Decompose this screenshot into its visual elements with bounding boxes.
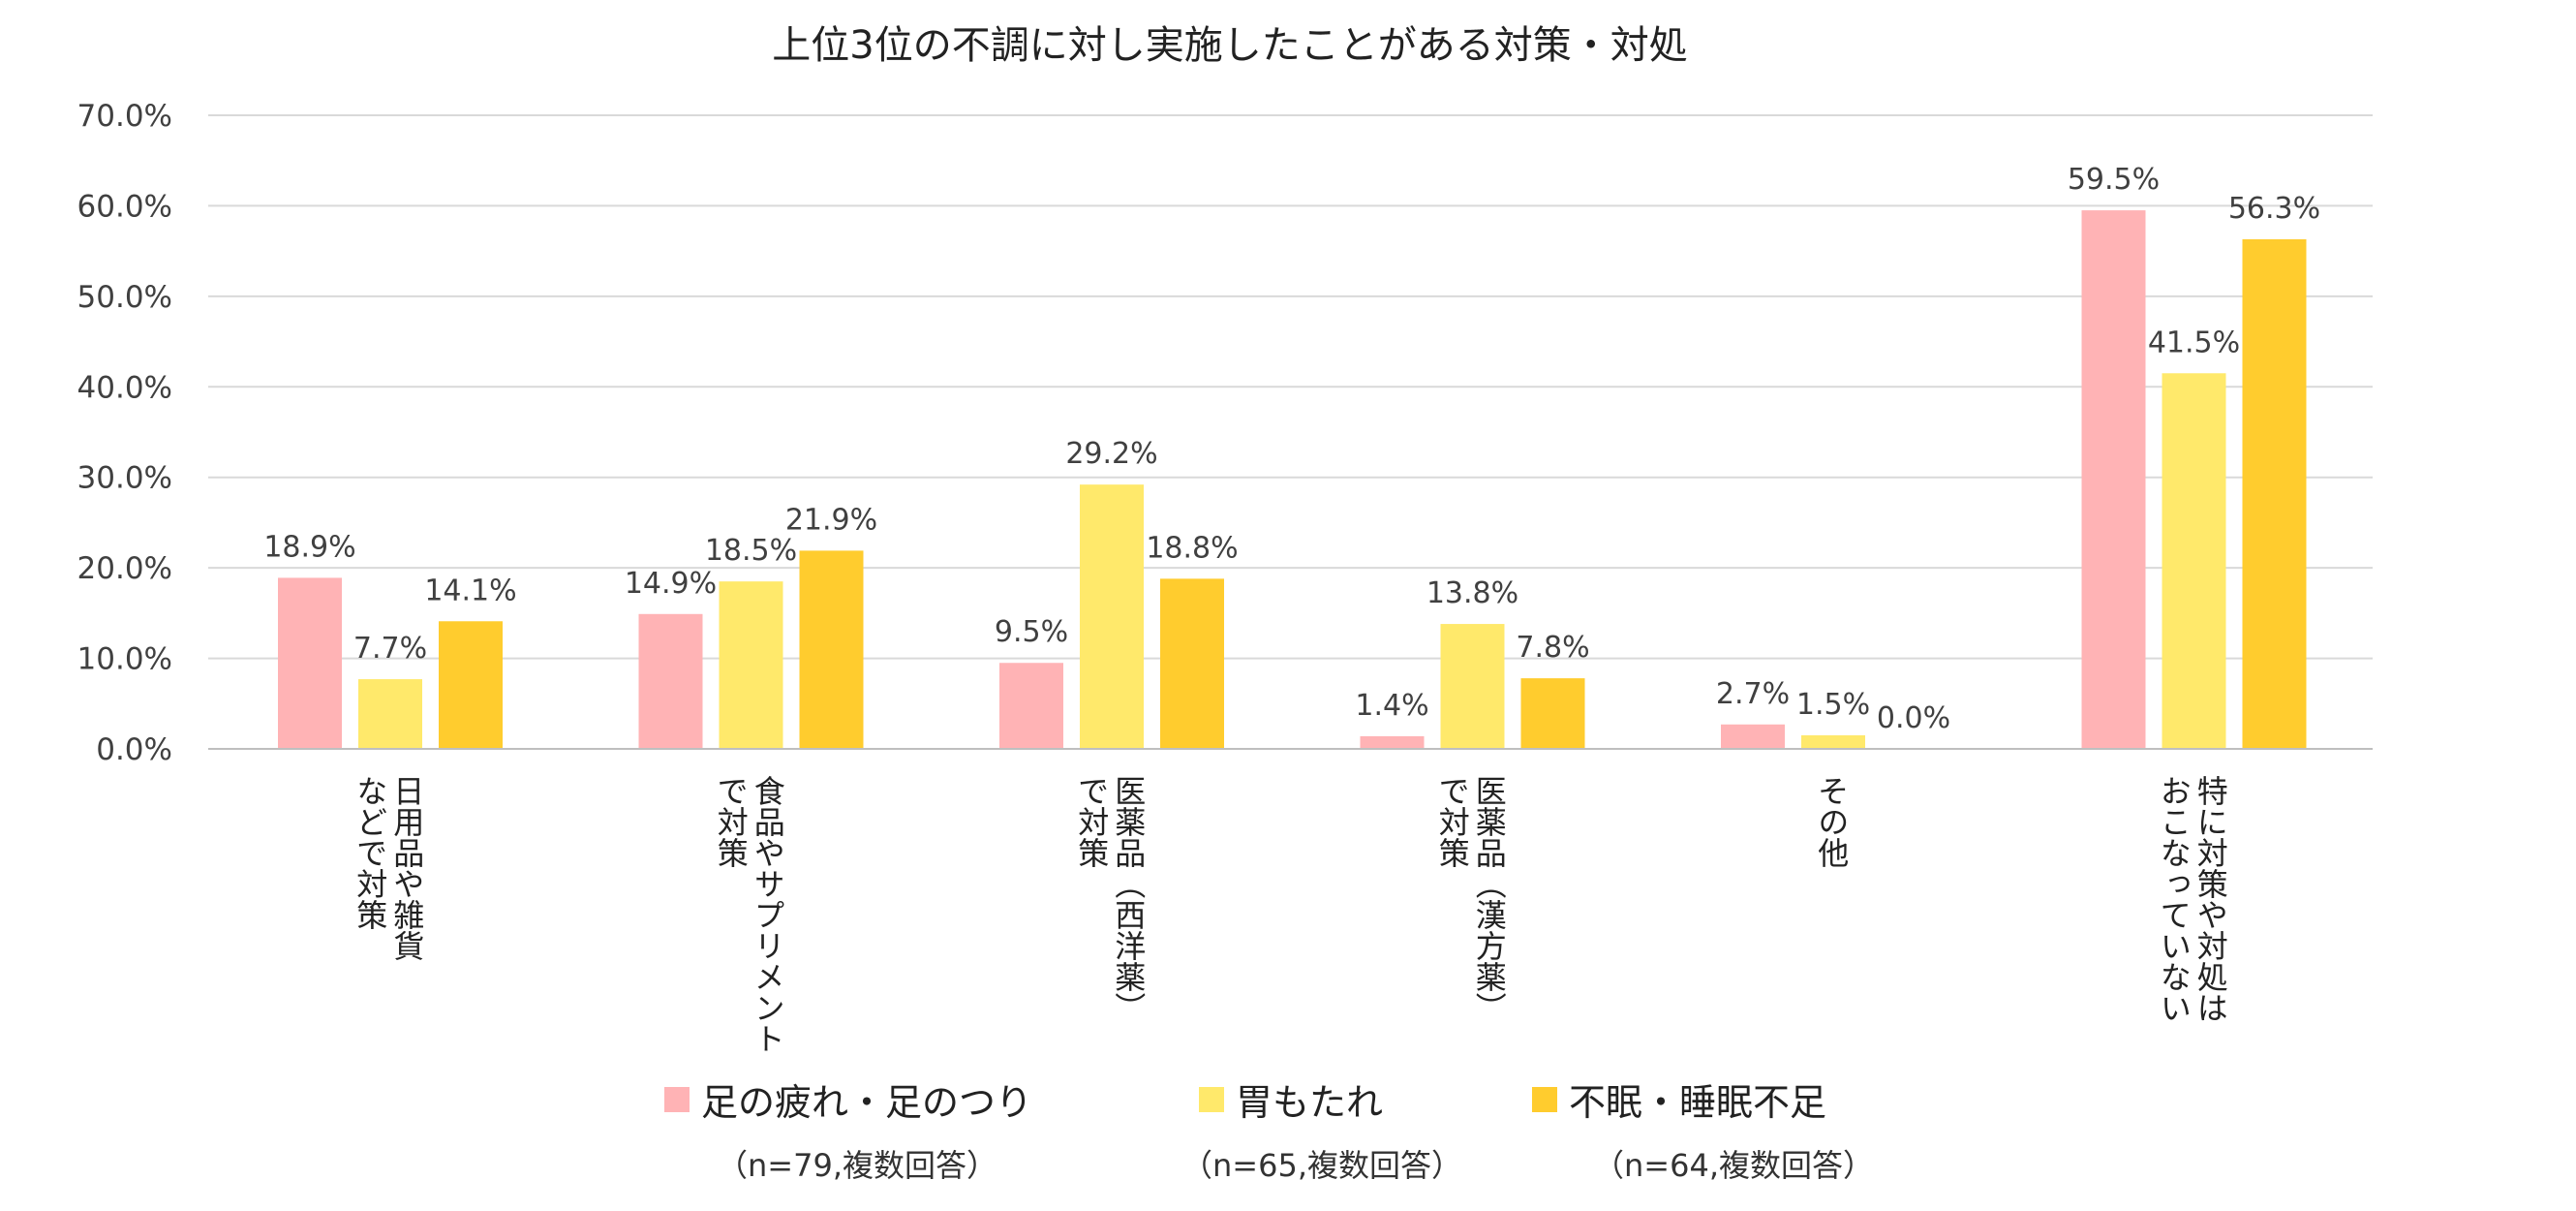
data-label: 14.1% <box>424 574 516 607</box>
data-label: 18.9% <box>263 530 355 564</box>
bar <box>439 621 503 749</box>
legend-note-series-2: （n=65,複数回答） <box>1181 1147 1462 1184</box>
data-label: 9.5% <box>995 615 1068 649</box>
data-label: 1.5% <box>1796 688 1870 722</box>
plot-area: 0.0% 10.0% 20.0% 30.0% 40.0% 50.0% 60.0% 70.0% 1… <box>77 99 2373 1054</box>
legend-label-series-3: 不眠・睡眠不足 <box>1569 1081 1827 1124</box>
data-label: 59.5% <box>2068 163 2160 197</box>
bar <box>2242 238 2307 750</box>
data-label: 18.5% <box>705 534 797 568</box>
data-label: 14.9% <box>625 567 717 601</box>
x-category-label: などで対策 <box>352 775 388 930</box>
legend-note-series-3: （n=64,複数回答） <box>1593 1147 1874 1184</box>
legend-item-series-1: 足の疲れ・足のつり <box>664 1072 1032 1126</box>
data-label: 1.4% <box>1355 689 1428 723</box>
y-tick-label: 20.0% <box>77 551 172 586</box>
data-label: 18.8% <box>1146 531 1238 565</box>
data-label: 0.0% <box>1877 701 1950 735</box>
legend-swatch-series-3 <box>1532 1086 1557 1112</box>
data-label: 7.8% <box>1516 631 1589 665</box>
legend-label-series-2: 胃もたれ <box>1236 1081 1384 1124</box>
x-category-label: 特に対策や対処は <box>2193 775 2229 1023</box>
x-category-label: で対策 <box>1073 775 1110 868</box>
data-label: 2.7% <box>1716 677 1790 711</box>
legend-swatch-series-1 <box>664 1086 690 1112</box>
y-tick-label: 60.0% <box>77 189 172 224</box>
legend-item-series-2: 胃もたれ <box>1199 1072 1383 1126</box>
bar <box>358 679 422 749</box>
bar <box>2081 210 2146 750</box>
x-category-label: 食品やサプリメント <box>750 775 786 1054</box>
bar <box>1440 624 1505 749</box>
bar <box>719 581 783 749</box>
x-category-label: その他 <box>1813 775 1850 868</box>
x-category-label: で対策 <box>713 775 750 868</box>
bar <box>1160 578 1224 749</box>
legend-item-series-3: 不眠・睡眠不足 <box>1532 1072 1826 1126</box>
bar <box>1520 678 1585 749</box>
data-label: 41.5% <box>2148 326 2240 359</box>
bar <box>2162 373 2226 749</box>
data-label: 56.3% <box>2228 192 2320 226</box>
bar <box>1721 724 1785 749</box>
x-category-label: 医薬品（西洋薬） <box>1110 775 1147 1023</box>
x-category-label: 医薬品（漢方薬） <box>1471 775 1508 1023</box>
bar <box>1360 735 1425 749</box>
legend-note-series-1: （n=79,複数回答） <box>717 1147 997 1184</box>
bar <box>799 550 864 749</box>
bar <box>278 577 342 749</box>
data-label: 29.2% <box>1065 437 1157 471</box>
legend-swatch-series-2 <box>1199 1086 1224 1112</box>
bar <box>1080 484 1144 749</box>
legend-label-series-1: 足の疲れ・足のつり <box>701 1081 1033 1124</box>
data-label: 7.7% <box>353 632 427 666</box>
chart-title: 上位3位の不調に対し実施したことがある対策・対処 <box>772 23 1688 68</box>
y-tick-label: 0.0% <box>96 732 172 767</box>
data-label: 21.9% <box>785 503 877 537</box>
y-tick-label: 70.0% <box>77 99 172 134</box>
bar <box>638 613 703 749</box>
x-category-label: で対策 <box>1434 775 1471 868</box>
y-tick-label: 40.0% <box>77 370 172 405</box>
x-category-label: おこなっていない <box>2156 775 2193 1023</box>
y-tick-label: 50.0% <box>77 280 172 315</box>
x-category-label: 日用品や雑貨 <box>388 775 425 961</box>
y-tick-label: 30.0% <box>77 461 172 496</box>
bar <box>999 663 1063 749</box>
y-tick-label: 10.0% <box>77 642 172 677</box>
data-label: 13.8% <box>1426 576 1518 610</box>
bar <box>1801 734 1865 749</box>
